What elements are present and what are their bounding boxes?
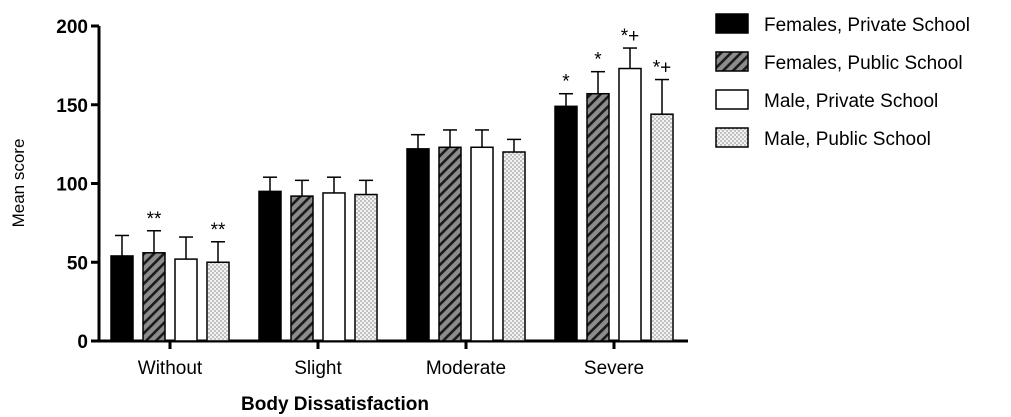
bar	[470, 146, 494, 342]
y-tick-label: 100	[56, 175, 88, 196]
error-bar	[211, 241, 225, 263]
error-bar	[623, 47, 637, 69]
error-bar	[359, 179, 373, 195]
bar	[554, 105, 578, 342]
legend-item: Females, Private School	[715, 13, 970, 36]
bar	[650, 113, 674, 342]
error-bar	[263, 176, 277, 192]
legend-item: Male, Public School	[715, 127, 931, 150]
legend-swatch	[715, 89, 749, 110]
error-bar	[411, 133, 425, 149]
x-tick-label: Slight	[294, 358, 342, 379]
significance-annotation: *+	[653, 58, 672, 79]
legend-label: Females, Private School	[764, 15, 970, 36]
bar	[174, 258, 198, 342]
bar	[110, 255, 134, 342]
legend-label: Females, Public School	[764, 53, 963, 74]
bar	[438, 146, 462, 342]
legend-item: Females, Public School	[715, 51, 963, 74]
bar	[290, 195, 314, 342]
error-bar	[559, 92, 573, 107]
bar	[258, 190, 282, 342]
x-tick-label: Severe	[584, 358, 644, 379]
y-tick-label: 200	[56, 17, 88, 38]
bar	[354, 193, 378, 342]
significance-annotation: *	[562, 72, 570, 93]
legend-label: Male, Private School	[764, 91, 938, 112]
legend-swatch	[715, 127, 749, 148]
y-tick-label: 0	[77, 332, 88, 353]
x-ticks: Without Slight Moderate Severe	[138, 341, 644, 379]
x-tick-label: Without	[138, 358, 203, 379]
error-bar	[115, 234, 129, 256]
y-axis-title: Mean score	[9, 139, 28, 228]
bar	[586, 92, 610, 342]
legend: Females, Private School Females, Public S…	[715, 13, 970, 150]
error-bar	[475, 129, 489, 148]
significance-annotation: **	[147, 209, 162, 230]
significance-annotation: **	[211, 220, 226, 241]
error-bar	[327, 176, 341, 193]
error-bar	[295, 179, 309, 197]
error-bar	[147, 230, 161, 253]
significance-annotation: *+	[621, 26, 640, 47]
legend-item: Male, Private School	[715, 89, 938, 112]
error-bar	[443, 129, 457, 148]
legend-swatch	[715, 13, 749, 34]
bar	[142, 252, 166, 342]
significance-annotation: *	[594, 50, 602, 71]
error-bar	[179, 236, 193, 260]
y-ticks: 0 50 100 150 200	[56, 17, 99, 353]
x-axis-title: Body Dissatisfaction	[241, 394, 429, 415]
error-bar	[507, 138, 521, 152]
error-bars	[115, 47, 669, 263]
bars	[110, 67, 674, 342]
bar	[322, 192, 346, 342]
bar	[206, 261, 230, 342]
legend-swatch	[715, 51, 749, 72]
y-tick-label: 150	[56, 96, 88, 117]
bar	[502, 151, 526, 342]
error-bar	[655, 78, 669, 115]
legend-label: Male, Public School	[764, 129, 931, 150]
bar	[406, 148, 430, 342]
y-tick-label: 50	[67, 253, 88, 274]
x-tick-label: Moderate	[426, 358, 506, 379]
bar	[618, 67, 642, 342]
error-bar	[591, 70, 605, 94]
annotations: *****+***+	[147, 26, 672, 241]
